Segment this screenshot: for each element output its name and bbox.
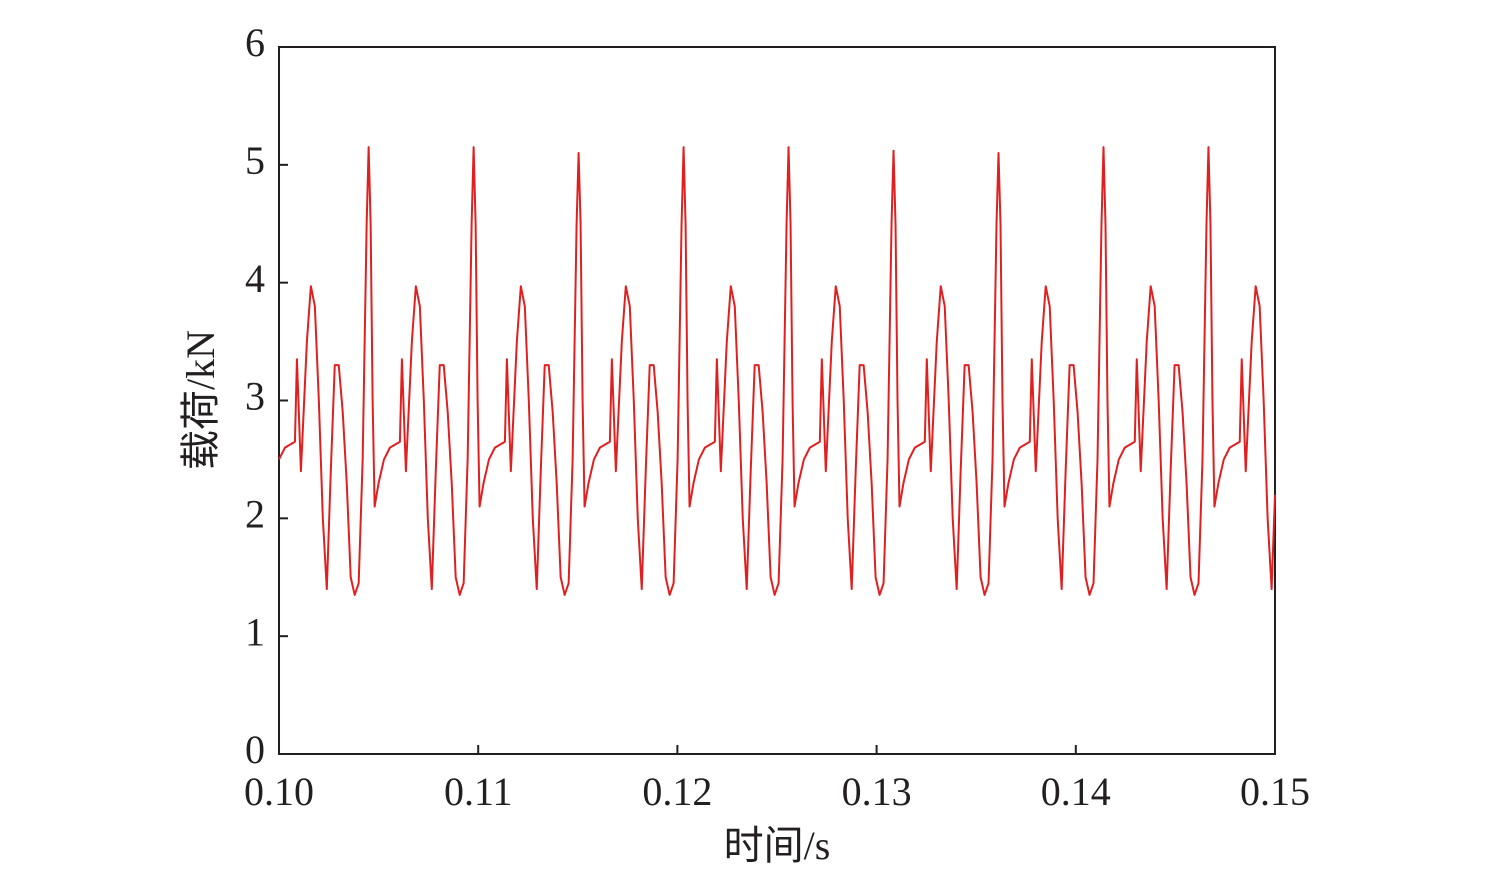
y-tick-label: 5 bbox=[245, 138, 265, 183]
y-tick-label: 6 bbox=[245, 20, 265, 65]
y-tick-label: 2 bbox=[245, 492, 265, 537]
x-tick-label: 0.14 bbox=[1041, 769, 1111, 814]
y-axis-title: 载荷/kN bbox=[178, 330, 223, 470]
x-axis-title: 时间/s bbox=[724, 823, 831, 868]
y-tick-label: 4 bbox=[245, 256, 265, 301]
x-tick-label: 0.15 bbox=[1240, 769, 1310, 814]
y-tick-label: 0 bbox=[245, 727, 265, 772]
x-tick-label: 0.12 bbox=[642, 769, 712, 814]
y-tick-label: 3 bbox=[245, 374, 265, 419]
x-tick-label: 0.13 bbox=[842, 769, 912, 814]
y-tick-label: 1 bbox=[245, 609, 265, 654]
line-series bbox=[278, 146, 1276, 596]
x-tick-label: 0.11 bbox=[444, 769, 513, 814]
plot-frame bbox=[278, 46, 1276, 755]
x-tick-label: 0.10 bbox=[244, 769, 314, 814]
